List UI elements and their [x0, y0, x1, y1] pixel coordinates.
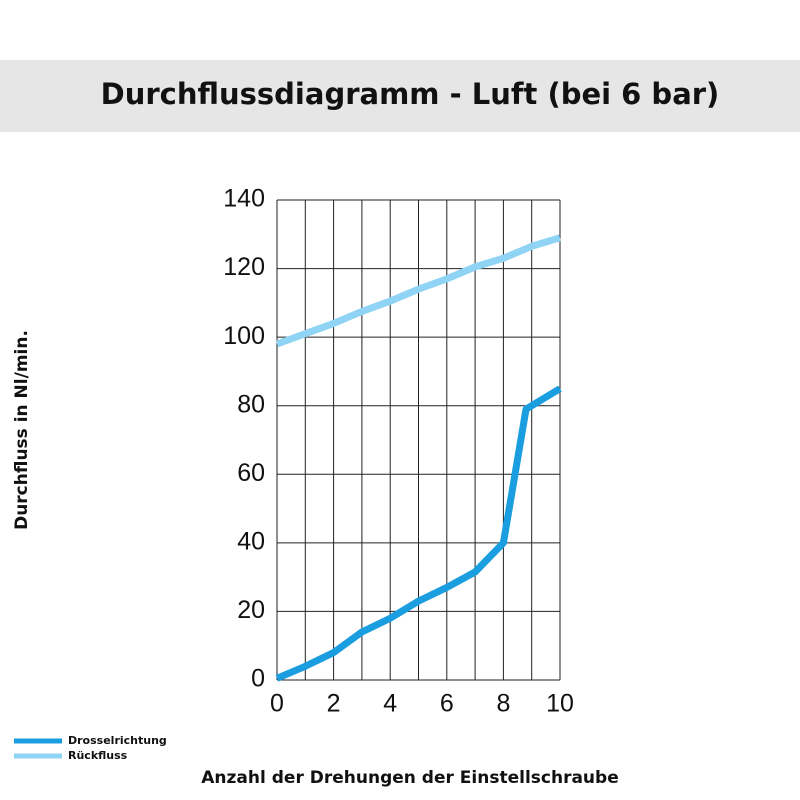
x-tick-label: 10 [546, 690, 574, 718]
x-tick-label: 4 [383, 690, 397, 718]
y-tick-label: 0 [251, 665, 265, 693]
x-tick-label: 0 [270, 690, 284, 718]
y-tick-label: 60 [237, 459, 265, 487]
y-tick-label: 120 [223, 253, 265, 281]
x-tick-label: 6 [440, 690, 454, 718]
chart-title: Durchflussdiagramm - Luft (bei 6 bar) [101, 77, 720, 111]
data-line [275, 234, 562, 348]
y-tick-label: 140 [223, 185, 265, 213]
x-axis-label: Anzahl der Drehungen der Einstellschraub… [201, 768, 618, 788]
y-tick-label: 80 [237, 390, 265, 418]
title-bar [0, 60, 800, 132]
y-tick-label: 100 [223, 322, 265, 350]
legend-label: Drosselrichtung [68, 734, 167, 747]
y-axis-label: Durchfluss in Nl/min. [12, 330, 32, 530]
y-tick-label: 20 [237, 596, 265, 624]
data-line [275, 385, 562, 682]
x-tick-label: 2 [327, 690, 341, 718]
x-tick-label: 8 [496, 690, 510, 718]
legend-label: Rückfluss [68, 749, 128, 762]
y-tick-label: 40 [237, 527, 265, 555]
